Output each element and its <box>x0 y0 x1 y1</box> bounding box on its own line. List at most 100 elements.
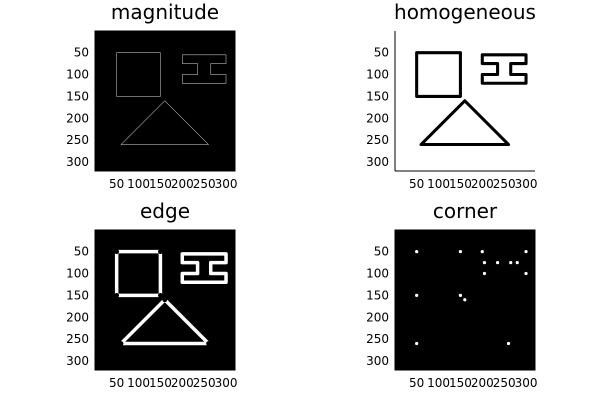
y-tick-label: 300 <box>366 155 389 169</box>
y-tick-label: 250 <box>366 133 389 147</box>
square-outline <box>415 51 462 98</box>
plot-frame <box>94 30 236 172</box>
corner-marker <box>158 293 163 298</box>
bracket-glyph <box>180 252 228 285</box>
x-tick-label: 250 <box>193 376 216 390</box>
y-tick-label: 100 <box>66 267 89 281</box>
y-tick-label: 250 <box>66 332 89 346</box>
plot-area <box>395 31 535 171</box>
square-outline <box>116 52 161 97</box>
x-tick-label: 150 <box>449 376 472 390</box>
y-tick-label: 100 <box>366 68 389 82</box>
corner-marker <box>114 249 120 255</box>
x-tick-label: 150 <box>449 177 472 191</box>
corner-point <box>415 293 419 298</box>
corner-point <box>524 271 528 276</box>
y-tick-label: 100 <box>366 267 389 281</box>
y-tick-label: 150 <box>366 288 389 302</box>
panel-title: edge <box>140 199 190 223</box>
y-tick-label: 200 <box>366 310 389 324</box>
corner-marker <box>162 297 168 303</box>
y-tick-label: 50 <box>374 46 389 60</box>
x-tick-label: 200 <box>171 376 194 390</box>
corner-point <box>415 341 419 346</box>
plot-frame <box>94 229 236 371</box>
y-tick-label: 50 <box>74 245 89 259</box>
y-tick-label: 50 <box>374 245 389 259</box>
plot-area <box>395 230 535 370</box>
corner-point <box>482 271 487 276</box>
x-tick-label: 250 <box>193 177 216 191</box>
x-tick-label: 250 <box>493 177 516 191</box>
x-tick-label: 300 <box>515 177 538 191</box>
corner-point <box>463 298 467 302</box>
y-tick-label: 300 <box>66 155 89 169</box>
y-tick-label: 250 <box>66 133 89 147</box>
bracket-glyph <box>480 53 528 85</box>
x-tick-label: 300 <box>215 376 238 390</box>
corner-marker <box>118 341 124 346</box>
corner-point <box>458 250 463 254</box>
corner-point <box>506 341 511 346</box>
corner-point <box>495 260 500 265</box>
y-tick-label: 200 <box>66 310 89 324</box>
frame-border <box>394 229 536 371</box>
plot-frame <box>394 229 536 371</box>
corner-marker <box>158 249 163 255</box>
x-tick-label: 250 <box>493 376 516 390</box>
triangle-outline <box>120 100 209 145</box>
y-tick-label: 250 <box>366 332 389 346</box>
x-tick-label: 100 <box>127 376 150 390</box>
x-tick-label: 50 <box>109 376 124 390</box>
corner-point <box>482 260 487 265</box>
x-tick-label: 50 <box>109 177 124 191</box>
y-tick-label: 50 <box>74 46 89 60</box>
y-tick-label: 150 <box>66 89 89 103</box>
x-tick-label: 300 <box>215 177 238 191</box>
corner-point <box>524 250 528 254</box>
plot-frame <box>394 31 535 172</box>
bracket-glyph <box>181 54 227 84</box>
corner-point <box>480 250 484 254</box>
corner-point <box>515 260 519 265</box>
panel-title: corner <box>433 199 498 223</box>
panel-title: magnitude <box>111 0 219 24</box>
y-tick-label: 150 <box>366 89 389 103</box>
x-tick-label: 50 <box>409 177 424 191</box>
x-tick-label: 100 <box>127 177 150 191</box>
x-tick-label: 150 <box>149 376 172 390</box>
x-tick-label: 100 <box>427 376 450 390</box>
corner-point <box>458 293 463 298</box>
x-tick-label: 200 <box>471 376 494 390</box>
plot-area <box>95 230 235 370</box>
y-tick-label: 300 <box>366 354 389 368</box>
frame-border <box>94 229 236 371</box>
x-tick-label: 200 <box>471 177 494 191</box>
x-tick-label: 300 <box>515 376 538 390</box>
x-tick-label: 100 <box>427 177 450 191</box>
corner-point <box>415 250 419 254</box>
triangle-outline <box>419 99 511 147</box>
y-tick-label: 200 <box>66 111 89 125</box>
frame-border <box>94 30 236 172</box>
y-tick-label: 100 <box>66 68 89 82</box>
y-tick-label: 150 <box>66 288 89 302</box>
corner-point <box>509 260 513 265</box>
x-tick-label: 200 <box>171 177 194 191</box>
corner-marker <box>114 293 120 298</box>
x-tick-label: 50 <box>409 376 424 390</box>
x-tick-label: 150 <box>149 177 172 191</box>
y-tick-label: 300 <box>66 354 89 368</box>
corner-marker <box>206 341 211 346</box>
panel-title: homogeneous <box>394 0 536 24</box>
plot-area <box>95 31 235 171</box>
